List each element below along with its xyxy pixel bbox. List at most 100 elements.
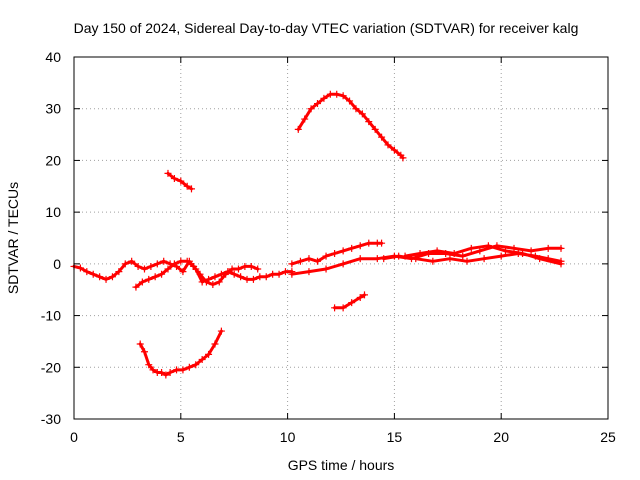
data-point [320, 94, 328, 102]
data-point [450, 250, 458, 258]
data-point [185, 363, 193, 371]
data-point [399, 154, 407, 162]
x-tick-label: 20 [493, 429, 509, 445]
data-point [183, 182, 191, 190]
data-point [348, 244, 356, 252]
data-point [412, 255, 420, 263]
series-group [331, 291, 368, 312]
data-point [476, 247, 484, 255]
data-point [140, 348, 148, 356]
data-point [356, 242, 364, 250]
series-line [138, 329, 223, 377]
data-point [102, 275, 110, 283]
y-axis-label: SDTVAR / TECUs [5, 182, 21, 294]
data-point [196, 270, 204, 278]
series-group [288, 239, 386, 268]
data-point [501, 247, 509, 255]
data-point [179, 366, 187, 374]
data-point [510, 244, 518, 252]
data-point [128, 257, 136, 265]
data-point [331, 304, 339, 312]
y-tick-label: 0 [53, 256, 61, 272]
data-point [480, 255, 488, 263]
data-point [365, 118, 373, 126]
data-point [360, 291, 368, 299]
data-point [228, 265, 236, 273]
data-point [275, 270, 283, 278]
data-point [158, 368, 166, 376]
y-tick-label: 20 [45, 152, 61, 168]
data-point [288, 270, 296, 278]
data-point [536, 255, 544, 263]
data-point [256, 273, 264, 281]
data-point [134, 262, 142, 270]
data-point [467, 244, 475, 252]
data-point [247, 262, 255, 270]
data-point [262, 273, 270, 281]
data-point [307, 105, 315, 113]
y-tick-label: 30 [45, 101, 61, 117]
data-point [145, 361, 153, 369]
data-point [115, 268, 123, 276]
series-group [401, 242, 565, 268]
data-point [365, 239, 373, 247]
data-point [433, 247, 441, 255]
data-point [378, 133, 386, 141]
data-point [294, 125, 302, 133]
data-point [108, 273, 116, 281]
data-point [322, 265, 330, 273]
data-point [145, 275, 153, 283]
x-tick-label: 25 [600, 429, 616, 445]
data-point [217, 327, 225, 335]
data-point [459, 252, 467, 260]
data-point [151, 273, 159, 281]
data-point [153, 260, 161, 268]
data-point [164, 169, 172, 177]
data-point [429, 257, 437, 265]
data-point [230, 270, 238, 278]
series-group [70, 257, 296, 286]
y-tick-label: 40 [45, 49, 61, 65]
data-point [557, 260, 565, 268]
data-point [395, 252, 403, 260]
data-point [183, 257, 191, 265]
data-point [333, 90, 341, 98]
data-point [446, 255, 454, 263]
data-point [346, 97, 354, 105]
y-tick-label: -30 [41, 411, 61, 427]
data-point [237, 273, 245, 281]
data-point [177, 177, 185, 185]
x-tick-label: 0 [70, 429, 78, 445]
series-group [136, 327, 225, 379]
data-point [305, 255, 313, 263]
data-point [190, 262, 198, 270]
data-point [202, 278, 210, 286]
data-point [121, 260, 129, 268]
data-point [339, 260, 347, 268]
data-point [269, 270, 277, 278]
data-point [187, 185, 195, 193]
data-point [76, 264, 84, 272]
data-point [356, 255, 364, 263]
y-tick-label: 10 [45, 204, 61, 220]
data-series [70, 90, 565, 379]
data-point [147, 262, 155, 270]
data-point [149, 366, 157, 374]
data-point [170, 175, 178, 183]
axis-ticks: 0 5 10 15 20 25 -30 -20 -10 0 10 20 30 40 [41, 49, 616, 445]
data-point [296, 257, 304, 265]
data-point [160, 257, 168, 265]
data-point [173, 366, 181, 374]
data-point [162, 371, 170, 379]
data-point [322, 252, 330, 260]
x-tick-label: 10 [280, 429, 296, 445]
grid-lines [74, 57, 608, 419]
data-point [170, 260, 178, 268]
data-point [89, 270, 97, 278]
data-point [544, 244, 552, 252]
data-point [254, 265, 262, 273]
data-point [348, 299, 356, 307]
data-point [132, 283, 140, 291]
data-point [371, 125, 379, 133]
